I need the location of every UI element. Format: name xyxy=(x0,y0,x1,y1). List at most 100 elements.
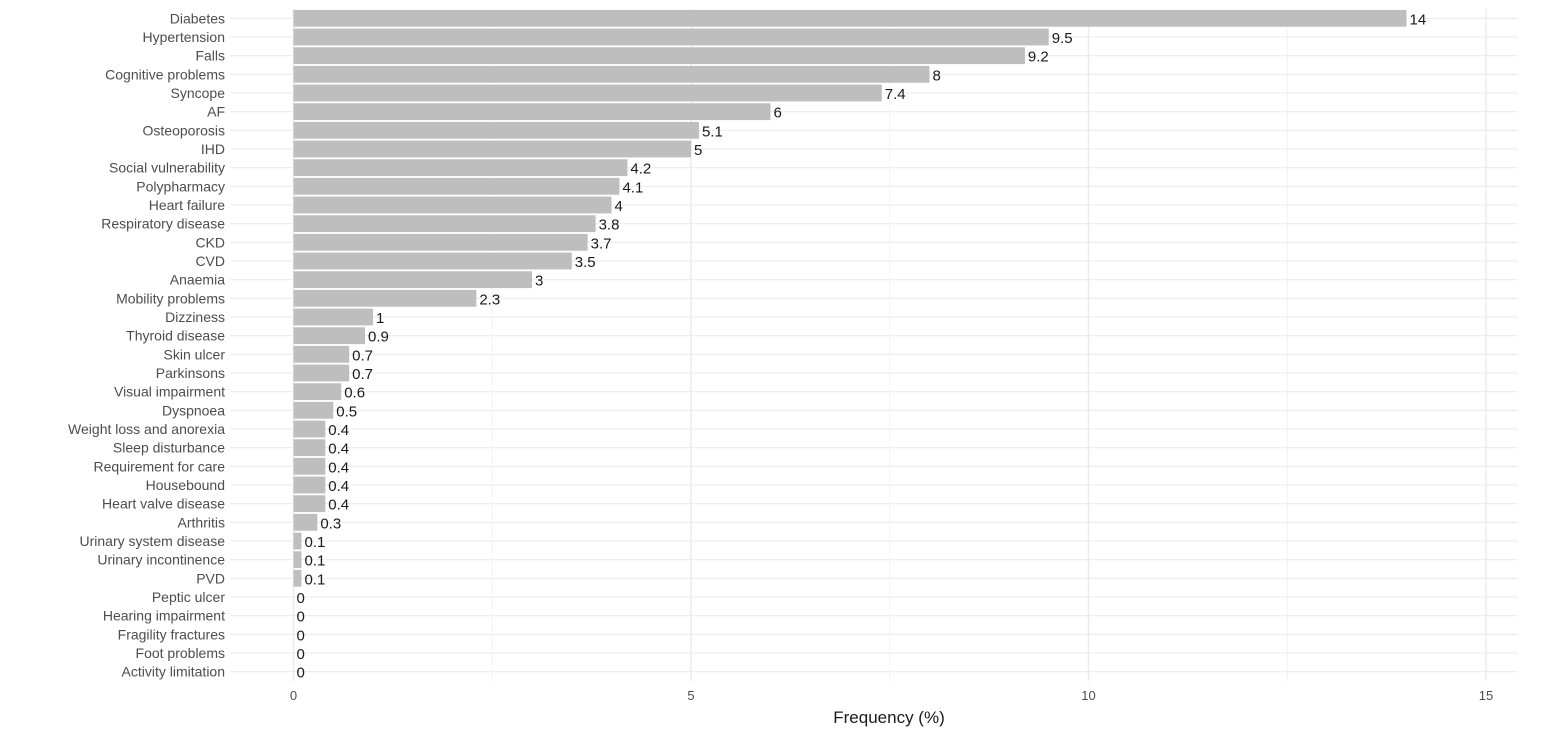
data-label: 3.8 xyxy=(599,217,620,234)
category-label: Arthritis xyxy=(178,514,225,530)
data-label: 4.2 xyxy=(630,161,651,178)
category-label: Cognitive problems xyxy=(105,66,225,82)
x-tick-label: 5 xyxy=(687,688,694,703)
data-label: 0.5 xyxy=(336,403,357,420)
data-label: 0 xyxy=(297,646,305,663)
data-label: 2.3 xyxy=(479,291,500,308)
x-tick-labels: 0 5 10 15 xyxy=(290,688,1493,703)
category-label: Osteoporosis xyxy=(143,122,225,138)
category-label: Heart failure xyxy=(149,197,225,213)
data-label: 6 xyxy=(774,105,782,122)
category-label: Fragility fractures xyxy=(118,626,225,642)
data-label: 0.1 xyxy=(304,534,325,551)
category-label: Urinary incontinence xyxy=(97,552,225,568)
data-label: 3.5 xyxy=(575,254,596,271)
bar xyxy=(293,121,699,139)
category-label: Urinary system disease xyxy=(80,533,226,549)
bar xyxy=(293,103,771,121)
bar xyxy=(293,233,588,251)
category-label: Respiratory disease xyxy=(101,216,225,232)
bar xyxy=(293,271,532,289)
category-label: CVD xyxy=(195,253,225,269)
category-label: IHD xyxy=(201,141,225,157)
bar xyxy=(293,401,334,419)
category-label: Parkinsons xyxy=(156,365,225,381)
bar xyxy=(293,289,477,307)
bar xyxy=(293,476,326,494)
data-label: 0.4 xyxy=(328,459,349,476)
category-label: Foot problems xyxy=(136,645,225,661)
data-label: 7.4 xyxy=(885,86,906,103)
bar xyxy=(293,569,302,587)
data-label: 0.1 xyxy=(304,553,325,570)
bar xyxy=(293,532,302,550)
data-label: 0 xyxy=(297,590,305,607)
data-label: 0.4 xyxy=(328,422,349,439)
data-label: 0.4 xyxy=(328,497,349,514)
category-label: Hearing impairment xyxy=(103,608,225,624)
category-label: Dizziness xyxy=(165,309,225,325)
bar xyxy=(293,252,572,270)
category-label: Requirement for care xyxy=(93,458,225,474)
data-label: 14 xyxy=(1410,11,1427,28)
bar xyxy=(293,47,1025,65)
bar xyxy=(293,345,350,363)
data-label: 3.7 xyxy=(591,235,612,252)
bar xyxy=(293,495,326,513)
data-label: 0.4 xyxy=(328,478,349,495)
bar xyxy=(293,196,612,214)
data-label: 0 xyxy=(297,665,305,682)
category-label: Diabetes xyxy=(170,10,225,26)
category-label: Polypharmacy xyxy=(136,178,225,194)
category-label: Syncope xyxy=(171,85,226,101)
data-label: 9.5 xyxy=(1052,30,1073,47)
category-label: PVD xyxy=(196,570,225,586)
category-label: Skin ulcer xyxy=(164,346,226,362)
bar xyxy=(293,364,350,382)
x-tick-label: 15 xyxy=(1479,688,1493,703)
bar xyxy=(293,9,1407,27)
bar xyxy=(293,383,342,401)
data-label: 0.7 xyxy=(352,366,373,383)
category-label: Thyroid disease xyxy=(126,328,225,344)
category-label: Housebound xyxy=(146,477,225,493)
data-label: 0.7 xyxy=(352,347,373,364)
data-label: 0.3 xyxy=(320,515,341,532)
value-labels: 14 9.59.2 8 7.4 6 5.15 4.24.1 4 3.83.7 3.5 3 2.3 1 0.… xyxy=(297,11,1427,681)
bar xyxy=(293,140,691,158)
x-tick-label: 10 xyxy=(1081,688,1095,703)
bar xyxy=(293,308,373,326)
category-label: Sleep disturbance xyxy=(113,440,225,456)
bar xyxy=(293,513,318,531)
x-tick-label: 0 xyxy=(290,688,297,703)
data-label: 0 xyxy=(297,627,305,644)
bars xyxy=(293,9,1407,587)
category-label: Falls xyxy=(195,48,225,64)
data-label: 0 xyxy=(297,609,305,626)
category-label: Peptic ulcer xyxy=(152,589,225,605)
bar xyxy=(293,551,302,569)
bar xyxy=(293,159,628,177)
data-label: 4 xyxy=(615,198,623,215)
bar xyxy=(293,215,596,233)
data-label: 1 xyxy=(376,310,384,327)
bar xyxy=(293,177,620,195)
category-label: Hypertension xyxy=(143,29,226,45)
bar xyxy=(293,65,930,83)
data-label: 0.6 xyxy=(344,385,365,402)
data-label: 0.4 xyxy=(328,441,349,458)
bar xyxy=(293,84,882,102)
category-label: Weight loss and anorexia xyxy=(68,421,225,437)
category-label: Heart valve disease xyxy=(102,496,225,512)
data-label: 5 xyxy=(694,142,702,159)
data-label: 3 xyxy=(535,273,543,290)
data-label: 5.1 xyxy=(702,123,723,140)
category-label: Activity limitation xyxy=(122,664,225,680)
category-label: Dyspnoea xyxy=(162,402,225,418)
x-axis-title: Frequency (%) xyxy=(833,708,944,727)
category-labels: Diabetes Hypertension Falls Cognitive probl… xyxy=(68,10,225,679)
category-label: Social vulnerability xyxy=(109,160,225,176)
bar xyxy=(293,327,366,345)
data-label: 4.1 xyxy=(622,179,643,196)
